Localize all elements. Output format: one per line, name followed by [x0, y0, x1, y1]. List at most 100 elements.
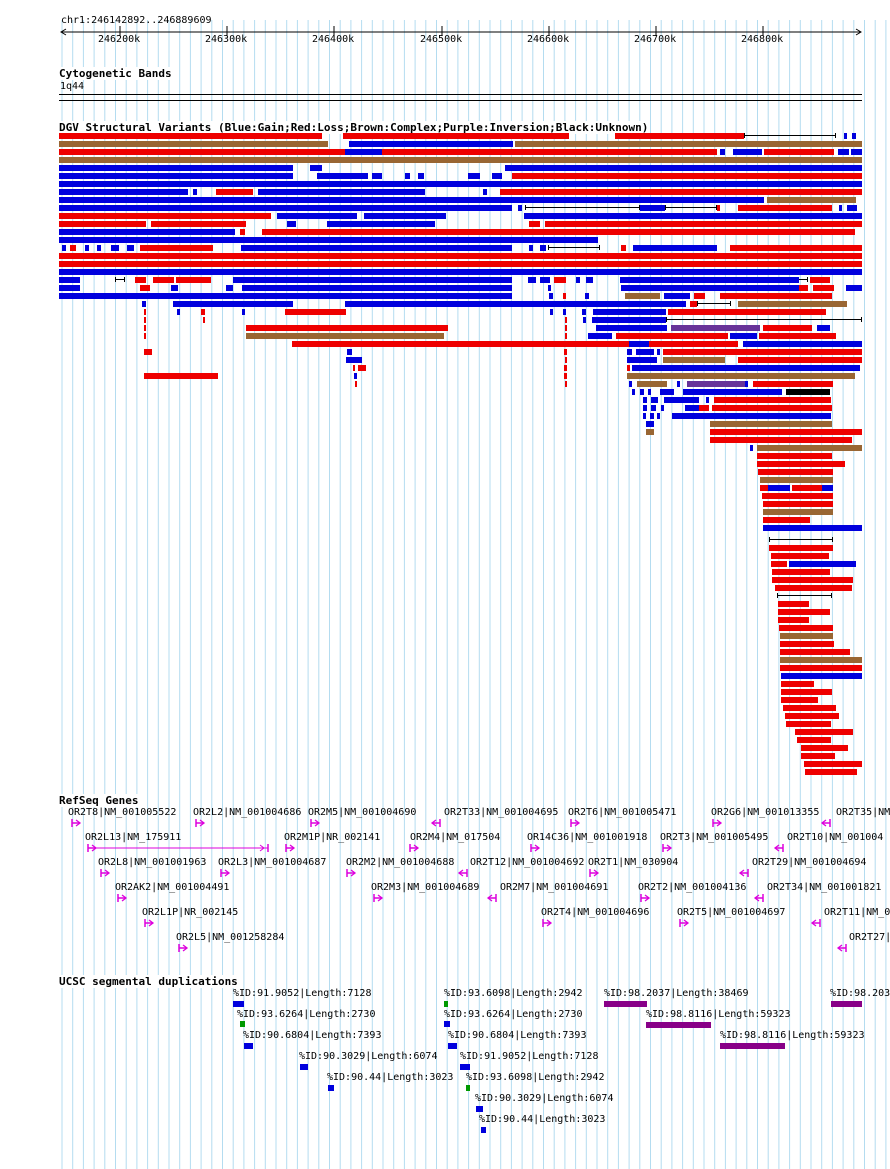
dgv-variant-bar[interactable] — [565, 317, 567, 323]
dgv-variant-bar[interactable] — [540, 277, 550, 283]
dgv-variant-bar[interactable] — [633, 245, 717, 251]
refseq-gene-label[interactable]: OR2T5|NM_001004697 — [677, 907, 786, 918]
dgv-variant-bar[interactable] — [764, 149, 834, 155]
refseq-gene-span[interactable] — [88, 844, 269, 852]
segdup-bar[interactable] — [244, 1043, 253, 1049]
dgv-variant-bar[interactable] — [714, 397, 831, 403]
segdup-bar[interactable] — [466, 1085, 470, 1091]
dgv-variant-bar[interactable] — [59, 141, 328, 147]
segdup-label[interactable]: %ID:90.44|Length:3023 — [327, 1072, 454, 1083]
dgv-variant-bar[interactable] — [759, 333, 836, 339]
dgv-variant-bar[interactable] — [524, 213, 862, 219]
segdup-label[interactable]: %ID:93.6264|Length:2730 — [444, 1009, 583, 1020]
dgv-variant-bar[interactable] — [621, 245, 626, 251]
dgv-variant-bar[interactable] — [771, 553, 829, 559]
dgv-variant-bar[interactable] — [59, 277, 80, 283]
dgv-variant-bar[interactable] — [233, 277, 242, 283]
refseq-gene-glyph[interactable] — [810, 919, 821, 927]
dgv-variant-bar[interactable] — [518, 205, 522, 211]
dgv-variant-bar[interactable] — [767, 197, 856, 203]
dgv-variant-bar[interactable] — [757, 461, 845, 467]
dgv-variant-bar[interactable] — [651, 397, 658, 403]
dgv-variant-bar[interactable] — [144, 309, 146, 315]
refseq-gene-label[interactable]: OR2L8|NM_001001963 — [98, 857, 207, 868]
dgv-variant-bar[interactable] — [646, 421, 654, 427]
refseq-gene-glyph[interactable] — [430, 819, 441, 827]
dgv-variant-bar[interactable] — [710, 421, 832, 427]
segdup-label[interactable]: %ID:90.6804|Length:7393 — [448, 1030, 587, 1041]
dgv-variant-bar[interactable] — [712, 405, 832, 411]
dgv-variant-bar[interactable] — [738, 357, 862, 363]
segdup-label[interactable]: %ID:91.9052|Length:7128 — [233, 988, 372, 999]
dgv-variant-bar[interactable] — [621, 285, 799, 291]
dgv-variant-bar[interactable] — [59, 205, 512, 211]
refseq-gene-glyph[interactable] — [71, 819, 82, 827]
dgv-variant-bar[interactable] — [750, 445, 753, 451]
dgv-variant-bar[interactable] — [144, 373, 218, 379]
refseq-gene-glyph[interactable] — [589, 869, 600, 877]
dgv-variant-bar[interactable] — [576, 277, 580, 283]
refseq-gene-label[interactable]: OR2L13|NM_175911 — [85, 832, 182, 843]
dgv-variant-bar[interactable] — [59, 157, 862, 163]
segdup-bar[interactable] — [444, 1021, 450, 1027]
dgv-variant-bar[interactable] — [839, 205, 842, 211]
dgv-variant-bar[interactable] — [193, 189, 197, 195]
dgv-variant-bar[interactable] — [59, 293, 512, 299]
refseq-gene-glyph[interactable] — [679, 919, 690, 927]
dgv-variant-bar[interactable] — [59, 261, 862, 267]
segdup-bar[interactable] — [300, 1064, 308, 1070]
dgv-variant-bar[interactable] — [565, 381, 567, 387]
segdup-track-title[interactable]: UCSC segmental duplications — [59, 975, 238, 988]
dgv-variant-bar[interactable] — [593, 309, 666, 315]
refseq-gene-glyph[interactable] — [738, 869, 749, 877]
dgv-variant-bar[interactable] — [690, 301, 697, 307]
dgv-variant-bar[interactable] — [528, 277, 536, 283]
dgv-variant-bar[interactable] — [671, 325, 760, 331]
segdup-label[interactable]: %ID:98.8116|Length:59323 — [646, 1009, 791, 1020]
dgv-variant-bar[interactable] — [620, 277, 799, 283]
dgv-variant-bar[interactable] — [554, 277, 566, 283]
refseq-gene-glyph[interactable] — [373, 894, 384, 902]
dgv-variant-bar[interactable] — [500, 189, 862, 195]
segdup-bar[interactable] — [720, 1043, 785, 1049]
dgv-variant-bar[interactable] — [177, 309, 180, 315]
dgv-variant-bar[interactable] — [706, 397, 709, 403]
dgv-variant-bar[interactable] — [354, 373, 357, 379]
refseq-gene-label[interactable]: OR2T27| — [849, 932, 890, 943]
refseq-gene-glyph[interactable] — [662, 844, 673, 852]
refseq-gene-label[interactable]: OR2L2|NM_001004686 — [193, 807, 302, 818]
refseq-gene-label[interactable]: OR2M1P|NR_002141 — [284, 832, 381, 843]
refseq-gene-label[interactable]: OR2T6|NM_001005471 — [568, 807, 677, 818]
dgv-variant-bar[interactable] — [789, 561, 856, 567]
refseq-track-title[interactable]: RefSeq Genes — [59, 794, 139, 807]
dgv-variant-bar[interactable] — [241, 245, 512, 251]
dgv-variant-bar[interactable] — [627, 357, 657, 363]
refseq-gene-glyph[interactable] — [220, 869, 231, 877]
dgv-variant-bar[interactable] — [804, 761, 862, 767]
dgv-variant-bar[interactable] — [664, 397, 699, 403]
dgv-variant-bar[interactable] — [97, 245, 101, 251]
dgv-variant-bar[interactable] — [586, 277, 593, 283]
refseq-gene-label[interactable]: OR2L3|NM_001004687 — [218, 857, 327, 868]
dgv-variant-bar[interactable] — [668, 309, 826, 315]
refseq-gene-label[interactable]: OR2M4|NM_017504 — [410, 832, 501, 843]
dgv-variant-bar[interactable] — [142, 301, 146, 307]
dgv-variant-bar[interactable] — [851, 149, 862, 155]
dgv-variant-bar[interactable] — [627, 373, 855, 379]
dgv-variant-bar[interactable] — [355, 381, 357, 387]
refseq-gene-glyph[interactable] — [346, 869, 357, 877]
dgv-variant-bar[interactable] — [59, 149, 345, 155]
dgv-variant-bar[interactable] — [346, 357, 362, 363]
dgv-variant-bar[interactable] — [763, 525, 862, 531]
dgv-variant-bar[interactable] — [203, 317, 205, 323]
dgv-variant-bar[interactable] — [781, 673, 862, 679]
refseq-gene-glyph[interactable] — [570, 819, 581, 827]
segdup-bar[interactable] — [646, 1022, 711, 1028]
refseq-gene-label[interactable]: OR14C36|NM_001001918 — [527, 832, 648, 843]
refseq-gene-glyph[interactable] — [820, 819, 831, 827]
dgv-variant-bar[interactable] — [694, 293, 705, 299]
refseq-gene-glyph[interactable] — [836, 944, 847, 952]
dgv-variant-bar[interactable] — [685, 405, 699, 411]
dgv-variant-bar[interactable] — [59, 229, 235, 235]
